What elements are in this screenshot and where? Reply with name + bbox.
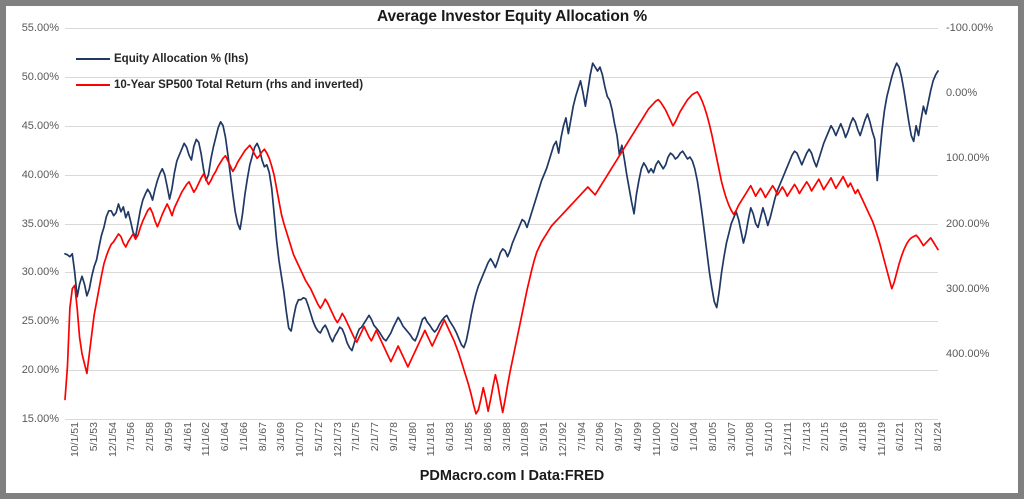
- x-tick-label: 4/1/80: [406, 422, 419, 452]
- x-tick-label: 7/1/13: [800, 422, 813, 452]
- x-tick-label: 1/1/23: [913, 422, 926, 452]
- x-tick-label: 8/1/05: [706, 422, 719, 452]
- x-tick-label: 11/1/19: [875, 422, 888, 457]
- x-tick-label: 12/1/73: [331, 422, 344, 458]
- y-tick-label-right: 100.00%: [946, 152, 990, 165]
- x-tick-label: 6/1/21: [894, 422, 907, 452]
- y-tick-label-left: 45.00%: [21, 119, 59, 132]
- legend-label: 10-Year SP500 Total Return (rhs and inve…: [114, 79, 364, 91]
- legend: Equity Allocation % (lhs) 10-Year SP500 T…: [76, 46, 496, 98]
- legend-item-equity_allocation: Equity Allocation % (lhs): [76, 46, 496, 72]
- x-tick-label: 3/1/07: [725, 422, 738, 452]
- x-tick-label: 7/1/75: [350, 422, 363, 452]
- y-tick-label-left: 55.00%: [21, 22, 59, 34]
- x-tick-label: 10/1/70: [294, 422, 307, 458]
- x-tick-label: 2/1/15: [819, 422, 832, 452]
- x-tick-label: 1/1/66: [237, 422, 250, 452]
- y-tick-label-right: -100.00%: [946, 22, 994, 34]
- x-tick-label: 4/1/61: [181, 422, 194, 452]
- plot-area: [64, 28, 939, 420]
- gridline: [65, 321, 938, 323]
- series-line-equity_allocation: [64, 62, 939, 352]
- x-tick-label: 4/1/99: [631, 422, 644, 452]
- y-tick-label-left: 50.00%: [21, 70, 59, 83]
- y-tick-label-left: 35.00%: [21, 217, 59, 230]
- x-tick-label: 7/1/56: [125, 422, 138, 452]
- legend-item-sp500_return: 10-Year SP500 Total Return (rhs and inve…: [76, 72, 496, 98]
- y-tick-label-left: 30.00%: [21, 266, 59, 279]
- gridline: [65, 272, 938, 274]
- x-tick-label: 8/1/86: [481, 422, 494, 452]
- x-tick-label: 9/1/97: [613, 422, 626, 452]
- x-tick-label: 3/1/69: [275, 422, 288, 452]
- y-tick-label-right: 0.00%: [946, 87, 978, 100]
- y-tick-label-left: 15.00%: [21, 413, 59, 425]
- x-tick-label: 1/1/85: [462, 422, 475, 452]
- x-tick-label: 4/1/18: [856, 422, 869, 452]
- x-tick-label: 5/1/53: [87, 422, 100, 452]
- x-tick-label: 9/1/16: [838, 422, 851, 452]
- gridline: [65, 174, 938, 176]
- x-tick-label: 6/1/02: [669, 422, 682, 452]
- x-tick-label: 9/1/59: [162, 422, 175, 452]
- x-tick-label: 2/1/58: [144, 422, 157, 452]
- x-tick-label: 10/1/08: [744, 422, 757, 458]
- x-tick-label: 5/1/10: [763, 422, 776, 452]
- y-tick-label-left: 20.00%: [21, 364, 59, 377]
- page-title: Average Investor Equity Allocation %: [376, 8, 647, 25]
- x-tick-label: 12/1/92: [556, 422, 569, 458]
- x-tick-label: 12/1/11: [781, 422, 794, 457]
- legend-line-icon: [76, 84, 110, 86]
- x-tick-label: 6/1/64: [219, 422, 232, 452]
- gridline: [65, 76, 938, 78]
- x-tick-label: 12/1/54: [106, 422, 119, 458]
- x-tick-label: 1/1/04: [688, 422, 701, 452]
- y-tick-label-left: 25.00%: [21, 315, 59, 328]
- x-tick-label: 10/1/89: [519, 422, 532, 458]
- gridline: [65, 125, 938, 127]
- x-tick-label: 5/1/72: [312, 422, 325, 452]
- x-tick-label: 10/1/51: [69, 422, 81, 458]
- y-tick-label-left: 40.00%: [21, 168, 59, 181]
- x-tick-label: 2/1/77: [369, 422, 382, 452]
- legend-line-icon: [76, 58, 110, 60]
- x-tick-label: 11/1/81: [425, 422, 438, 457]
- source-caption: PDMacro.com I Data:FRED: [419, 468, 605, 484]
- x-tick-label: 11/1/62: [200, 422, 213, 457]
- y-tick-label-right: 200.00%: [946, 217, 990, 230]
- x-tick-label: 5/1/91: [538, 422, 551, 452]
- x-tick-label: 7/1/94: [575, 422, 588, 452]
- x-tick-label: 6/1/83: [444, 422, 457, 452]
- gridline: [65, 223, 938, 225]
- gridline: [65, 370, 938, 372]
- x-tick-label: 8/1/24: [932, 422, 944, 452]
- series-line-sp500_return: [64, 91, 939, 415]
- y-tick-label-right: 300.00%: [946, 282, 990, 295]
- x-tick-label: 9/1/78: [387, 422, 400, 452]
- legend-label: Equity Allocation % (lhs): [114, 53, 249, 65]
- x-tick-label: 11/1/00: [650, 422, 663, 457]
- y-tick-label-right: 400.00%: [946, 347, 990, 360]
- series-lines: [64, 62, 939, 415]
- gridline: [65, 419, 938, 420]
- x-tick-label: 3/1/88: [500, 422, 513, 452]
- gridline: [65, 28, 938, 29]
- x-tick-label: 2/1/96: [594, 422, 607, 452]
- x-tick-label: 8/1/67: [256, 422, 269, 452]
- chart-canvas: Average Investor Equity Allocation % 55.…: [6, 6, 1018, 493]
